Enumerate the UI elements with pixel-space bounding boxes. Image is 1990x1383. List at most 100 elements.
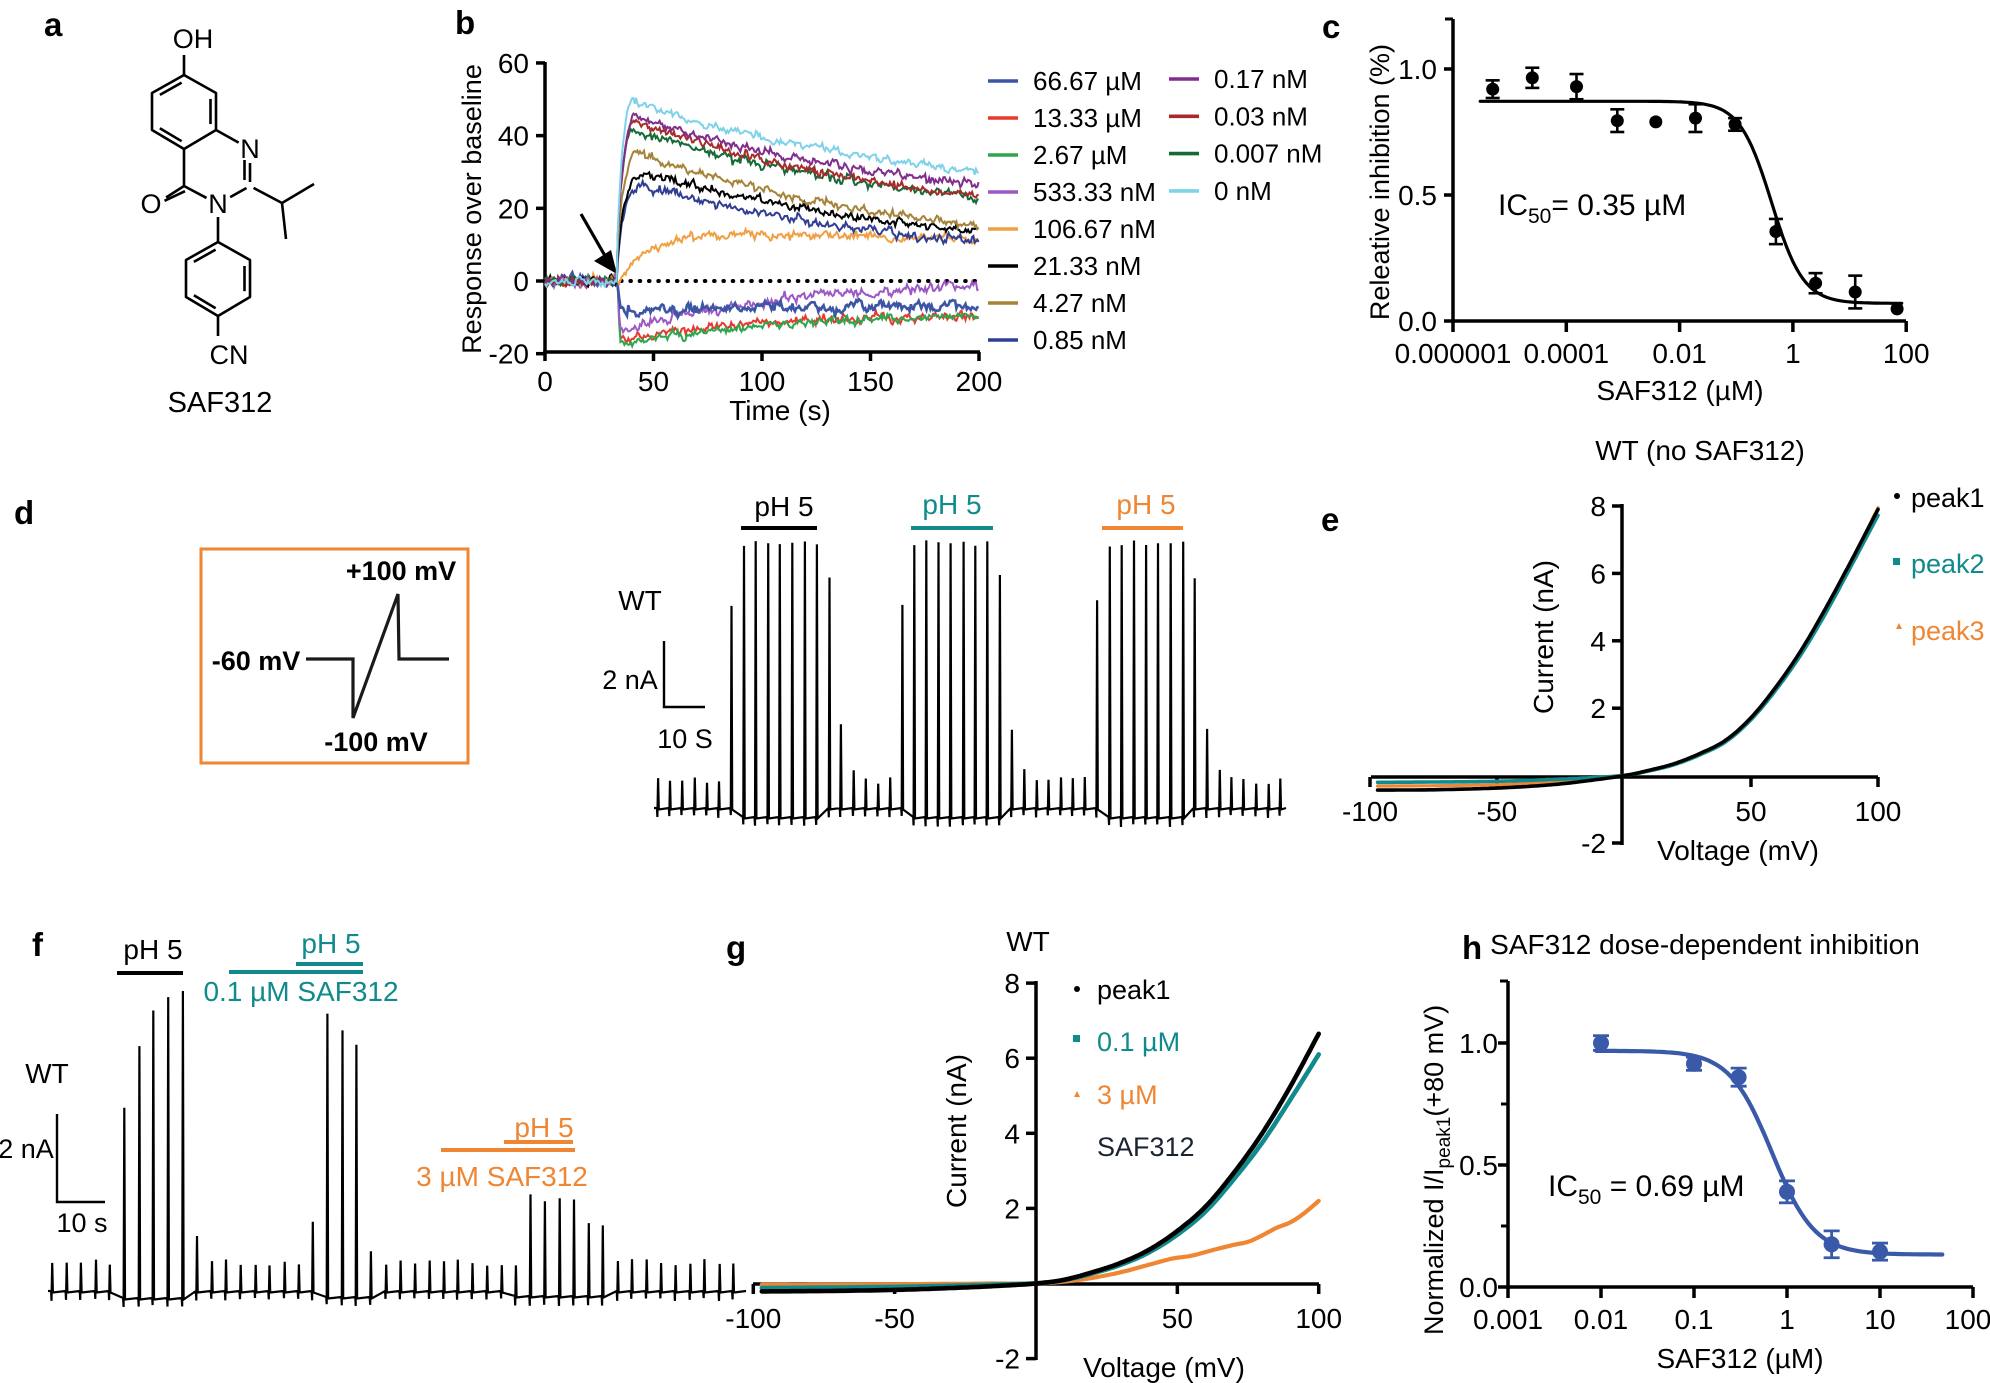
svg-text:Time (s): Time (s)	[729, 395, 831, 426]
svg-text:d: d	[14, 494, 34, 531]
svg-text:N: N	[208, 189, 228, 219]
svg-text:0.001: 0.001	[1473, 1304, 1543, 1335]
svg-text:SAF312: SAF312	[1097, 1132, 1195, 1162]
svg-text:200: 200	[956, 366, 1003, 397]
svg-text:peak1: peak1	[1911, 483, 1985, 513]
svg-text:peak3: peak3	[1911, 616, 1985, 646]
svg-text:f: f	[32, 926, 44, 963]
svg-text:SAF312 dose-dependent inhibiti: SAF312 dose-dependent inhibition	[1490, 929, 1920, 960]
svg-text:WT (no SAF312): WT (no SAF312)	[1595, 435, 1805, 466]
svg-text:0: 0	[513, 266, 529, 297]
svg-text:6: 6	[1590, 558, 1606, 589]
svg-text:CN: CN	[210, 340, 249, 370]
svg-text:66.67 µM: 66.67 µM	[1033, 66, 1142, 96]
svg-text:1: 1	[1779, 1304, 1795, 1335]
svg-text:13.33 µM: 13.33 µM	[1033, 103, 1142, 133]
svg-text:10 S: 10 S	[657, 724, 713, 754]
svg-text:6: 6	[1004, 1043, 1020, 1074]
svg-text:WT: WT	[618, 585, 662, 616]
svg-text:0.0001: 0.0001	[1523, 338, 1609, 369]
svg-text:pH 5: pH 5	[301, 928, 360, 959]
svg-text:100: 100	[1295, 1303, 1342, 1334]
svg-text:60: 60	[498, 48, 529, 79]
svg-text:-50: -50	[1477, 796, 1517, 827]
svg-text:2: 2	[1590, 693, 1606, 724]
svg-text:10 s: 10 s	[56, 1208, 107, 1238]
svg-text:pH 5: pH 5	[514, 1112, 573, 1143]
svg-text:20: 20	[498, 193, 529, 224]
svg-text:a: a	[44, 6, 63, 43]
svg-text:0.01: 0.01	[1652, 338, 1707, 369]
svg-text:-100 mV: -100 mV	[324, 727, 428, 757]
svg-text:100: 100	[739, 366, 786, 397]
svg-text:-100: -100	[1342, 796, 1398, 827]
svg-text:-20: -20	[489, 339, 529, 370]
svg-text:1.0: 1.0	[1398, 54, 1437, 85]
svg-text:2.67 µM: 2.67 µM	[1033, 140, 1127, 170]
svg-text:50: 50	[638, 366, 669, 397]
svg-text:4: 4	[1004, 1118, 1020, 1149]
svg-text:0.85 nM: 0.85 nM	[1033, 325, 1127, 355]
svg-text:4: 4	[1590, 626, 1606, 657]
svg-text:h: h	[1462, 929, 1482, 966]
svg-text:150: 150	[847, 366, 894, 397]
svg-text:21.33 nM: 21.33 nM	[1033, 251, 1141, 281]
svg-text:pH 5: pH 5	[123, 934, 182, 965]
svg-text:+100 mV: +100 mV	[346, 556, 456, 586]
svg-text:10: 10	[1864, 1304, 1895, 1335]
svg-text:0.17 nM: 0.17 nM	[1214, 64, 1308, 94]
svg-text:Current (nA): Current (nA)	[941, 1054, 972, 1208]
svg-text:Voltage (mV): Voltage (mV)	[1083, 1352, 1245, 1383]
svg-text:100: 100	[1855, 796, 1902, 827]
svg-text:Current (nA): Current (nA)	[1528, 560, 1559, 714]
svg-text:IC50 = 0.69 µM: IC50 = 0.69 µM	[1548, 1170, 1745, 1209]
svg-text:g: g	[726, 929, 746, 966]
svg-text:0.000001: 0.000001	[1395, 338, 1512, 369]
svg-text:2 nA: 2 nA	[0, 1134, 54, 1164]
svg-text:0.1 µM: 0.1 µM	[1097, 1027, 1180, 1057]
svg-text:SAF312 (µM): SAF312 (µM)	[1596, 375, 1763, 406]
svg-text:0.5: 0.5	[1398, 180, 1437, 211]
svg-text:3 µM: 3 µM	[1097, 1080, 1158, 1110]
svg-text:O: O	[140, 189, 161, 219]
svg-text:1.0: 1.0	[1459, 1028, 1498, 1059]
svg-text:2 nA: 2 nA	[602, 665, 658, 695]
svg-text:3 µM SAF312: 3 µM SAF312	[416, 1161, 588, 1192]
svg-text:WT: WT	[25, 1058, 69, 1089]
svg-text:peak2: peak2	[1911, 549, 1985, 579]
svg-text:8: 8	[1590, 491, 1606, 522]
svg-text:OH: OH	[173, 24, 214, 54]
svg-text:e: e	[1321, 501, 1339, 538]
svg-text:c: c	[1322, 8, 1340, 45]
svg-text:533.33 nM: 533.33 nM	[1033, 177, 1156, 207]
svg-text:-100: -100	[725, 1303, 781, 1334]
svg-text:SAF312: SAF312	[168, 387, 273, 419]
svg-text:100: 100	[1945, 1304, 1990, 1335]
svg-text:pH 5: pH 5	[1116, 489, 1175, 520]
svg-text:-60 mV: -60 mV	[212, 646, 301, 676]
svg-text:0.03 nM: 0.03 nM	[1214, 101, 1308, 131]
svg-text:0.0: 0.0	[1459, 1272, 1498, 1303]
svg-text:0: 0	[537, 366, 553, 397]
svg-text:2: 2	[1004, 1193, 1020, 1224]
svg-text:1: 1	[1785, 338, 1801, 369]
svg-text:Response over baseline: Response over baseline	[457, 64, 487, 354]
svg-text:0.01: 0.01	[1574, 1304, 1629, 1335]
svg-text:0.007 nM: 0.007 nM	[1214, 139, 1322, 169]
svg-text:WT: WT	[1006, 926, 1050, 957]
svg-text:pH 5: pH 5	[754, 491, 813, 522]
svg-text:pH 5: pH 5	[922, 489, 981, 520]
svg-text:SAF312 (µM): SAF312 (µM)	[1656, 1343, 1823, 1374]
svg-text:100: 100	[1883, 338, 1930, 369]
svg-text:-2: -2	[1581, 828, 1606, 859]
svg-text:-50: -50	[874, 1303, 914, 1334]
svg-text:106.67 nM: 106.67 nM	[1033, 214, 1156, 244]
svg-text:Releative inhibition (%): Releative inhibition (%)	[1365, 44, 1395, 320]
svg-text:0 nM: 0 nM	[1214, 176, 1272, 206]
svg-text:0.0: 0.0	[1398, 306, 1437, 337]
svg-text:50: 50	[1735, 796, 1766, 827]
svg-text:peak1: peak1	[1097, 975, 1171, 1005]
svg-text:N: N	[240, 134, 260, 164]
svg-text:0.1 µM SAF312: 0.1 µM SAF312	[203, 976, 398, 1007]
svg-text:50: 50	[1162, 1303, 1193, 1334]
